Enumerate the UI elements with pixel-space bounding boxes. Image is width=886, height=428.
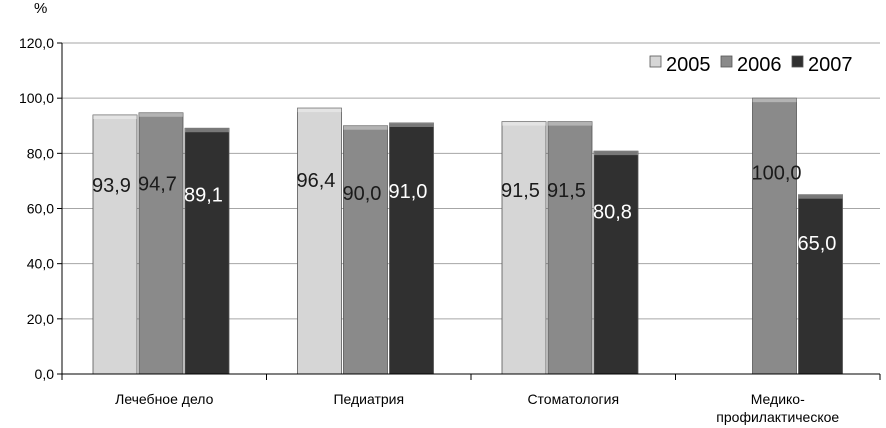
data-label: 80,8 xyxy=(593,201,632,223)
x-category-label: Педиатрия xyxy=(333,391,404,407)
bar-2007 xyxy=(593,150,639,375)
data-label: 89,1 xyxy=(184,185,223,207)
data-labels: 93,9 94,7 89,1 96,4 90,0 91,0 91,5 91,5 80,8 100,… xyxy=(92,163,836,255)
y-tick-label: 80,0 xyxy=(27,145,54,161)
bar-2006 xyxy=(343,125,388,375)
data-label: 65,0 xyxy=(798,233,837,255)
y-tick-label: 60,0 xyxy=(27,201,54,217)
data-label: 90,0 xyxy=(343,183,382,205)
data-label: 91,5 xyxy=(547,180,586,202)
data-label: 93,9 xyxy=(92,175,131,197)
legend-swatch-2006 xyxy=(720,55,733,68)
bar-top-highlight xyxy=(752,98,797,103)
y-tick-label: 100,0 xyxy=(19,90,54,106)
bar-top-highlight xyxy=(548,121,592,126)
axes xyxy=(61,43,881,380)
legend-swatch-2005 xyxy=(649,55,662,68)
x-category-label: профилактическое xyxy=(716,409,839,425)
legend-label: 2005 xyxy=(666,54,711,76)
x-category-label: Стоматология xyxy=(527,391,619,407)
x-axis-category-labels: Лечебное дело Педиатрия Стоматология Медико… xyxy=(115,391,839,425)
bar-top-highlight xyxy=(594,151,638,156)
x-category-label: Лечебное дело xyxy=(115,391,213,407)
bar-2007 xyxy=(389,122,434,375)
data-label: 94,7 xyxy=(138,173,177,195)
bar-top-highlight xyxy=(185,128,229,133)
legend-label: 2006 xyxy=(737,54,782,76)
bar-top-highlight xyxy=(798,194,843,199)
y-tick-label: 20,0 xyxy=(27,311,54,327)
bar-top-highlight xyxy=(343,125,388,130)
y-axis-ticks: 0,0 20,0 40,0 60,0 80,0 100,0 120,0 xyxy=(19,35,62,382)
bars xyxy=(92,97,843,375)
bar-2005 xyxy=(297,107,342,375)
bar-2006 xyxy=(138,112,184,375)
y-tick-label: 0,0 xyxy=(35,366,55,382)
data-label: 91,5 xyxy=(501,180,540,202)
bar-top-highlight xyxy=(139,112,183,117)
bar-2006 xyxy=(547,121,593,375)
y-axis-unit-label: % xyxy=(34,0,47,17)
bar-2006 xyxy=(752,97,797,375)
x-category-label: Медико- xyxy=(751,391,805,407)
data-label: 100,0 xyxy=(752,163,802,185)
data-label: 96,4 xyxy=(297,170,336,192)
bar-2007 xyxy=(184,127,230,375)
legend-swatch-2007 xyxy=(791,55,804,68)
y-tick-label: 120,0 xyxy=(19,35,54,51)
bar-2005 xyxy=(501,121,547,375)
y-tick-label: 40,0 xyxy=(27,256,54,272)
bar-top-highlight xyxy=(93,114,137,119)
bar-2005 xyxy=(92,114,138,375)
data-label: 91,0 xyxy=(389,181,428,203)
bar-2007 xyxy=(798,194,843,375)
legend: 2005 2006 2007 xyxy=(649,54,853,76)
bar-top-highlight xyxy=(297,108,342,113)
legend-label: 2007 xyxy=(808,54,853,76)
bar-top-highlight xyxy=(389,122,434,127)
bar-top-highlight xyxy=(502,121,546,126)
